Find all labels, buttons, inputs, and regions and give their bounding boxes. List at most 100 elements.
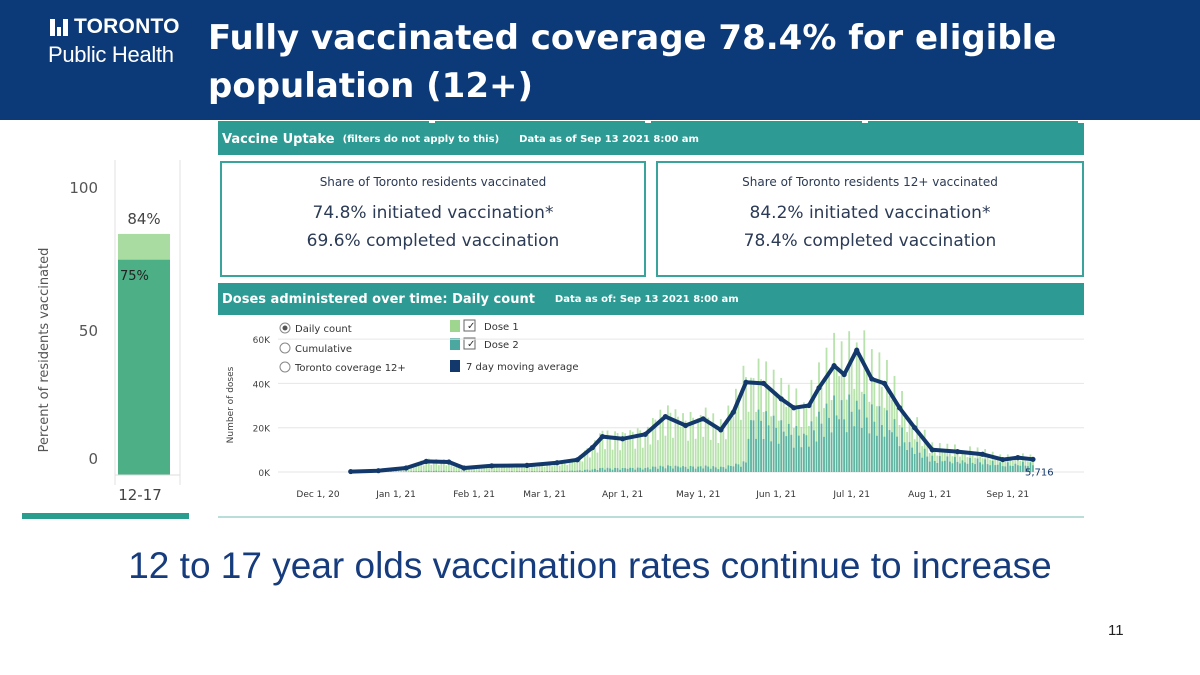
left-chart-y-axis-label: Percent of residents vaccinated [37, 248, 52, 453]
dose1-bar [556, 462, 559, 472]
dose2-bar [427, 470, 430, 472]
dose2-bar [928, 461, 931, 472]
dose2-bar [518, 471, 521, 472]
slide-title: Fully vaccinated coverage 78.4% for elig… [208, 14, 1168, 110]
dose2-bar [538, 471, 541, 472]
dose2-bar [515, 471, 518, 472]
dose2-bar [576, 470, 579, 472]
dose2-bar [780, 420, 783, 472]
dose1-bar [649, 444, 652, 472]
dose1-bar [493, 465, 496, 472]
dose2-bar [795, 426, 798, 472]
dose1-bar [561, 460, 564, 472]
moving-average-point [489, 463, 495, 469]
dose2-bar [611, 469, 614, 472]
dose2-bar [888, 430, 891, 472]
dose2-bar [551, 471, 554, 472]
dose1-bar [437, 465, 440, 472]
dose2-bar [855, 400, 858, 472]
dose2-bar [684, 466, 687, 472]
dose2-checkbox[interactable] [463, 337, 476, 350]
dose2-bar [908, 442, 911, 472]
dashboard-bottom-rule [218, 516, 1084, 518]
dose2-bar [583, 469, 586, 472]
dose2-bar [646, 467, 649, 472]
dose2-bar [747, 438, 750, 472]
dose2-bar [692, 466, 695, 472]
view-radio-group[interactable]: Daily count Cumulative Toronto coverage … [279, 322, 406, 374]
dose2-bar [853, 426, 856, 472]
dose1-bar [435, 458, 438, 472]
moving-average-point [806, 402, 812, 409]
dose1-bar [475, 468, 478, 472]
dose2-bar [699, 466, 702, 472]
dose2-bar [898, 446, 901, 472]
dose1-bar [609, 436, 611, 472]
dose2-bar [933, 460, 936, 472]
legend-swatch-dose1 [450, 320, 460, 332]
moving-average-point [1000, 456, 1006, 463]
dose2-bar [420, 470, 423, 472]
vaccine-uptake-title: Vaccine Uptake [222, 131, 335, 147]
dose2-bar [659, 465, 662, 472]
dose2-bar [911, 447, 914, 472]
dose1-bar [692, 417, 695, 472]
dose2-bar [495, 471, 498, 472]
x-tick-label: Aug 1, 21 [908, 490, 951, 500]
radio-cumulative[interactable] [279, 342, 291, 354]
dose2-bar [485, 471, 488, 472]
dose2-bar [979, 462, 981, 472]
dashboard-tab-strip [218, 115, 1084, 123]
dose1-checkbox[interactable] [463, 319, 476, 332]
age-12-17-bar-chart: Percent of residents vaccinated 100 50 0… [37, 160, 181, 504]
dose2-bar [775, 427, 778, 472]
radio-coverage-12plus[interactable] [279, 361, 291, 373]
dose1-bar [407, 468, 410, 472]
dose1-bar [468, 467, 470, 472]
dose1-bar [636, 428, 639, 472]
dose2-bar [1016, 465, 1019, 472]
dose2-bar [865, 417, 868, 472]
dose2-bar [954, 456, 956, 472]
dose1-bar [417, 463, 420, 472]
dose1-bar [644, 432, 647, 472]
dose2-bar [478, 471, 481, 472]
dose2-bar [991, 460, 994, 472]
dose2-bar [931, 455, 934, 472]
moving-average-point [954, 449, 961, 455]
dose1-bar [546, 462, 548, 472]
x-tick-label: Jun 1, 21 [755, 490, 796, 500]
moving-average-point [1015, 455, 1021, 461]
radio-label-coverage: Toronto coverage 12+ [294, 363, 406, 374]
dose1-bar [500, 464, 503, 472]
dose2-bar [588, 470, 591, 472]
dose2-bar [835, 415, 838, 472]
dose2-bar [913, 453, 916, 472]
dose2-bar [797, 435, 800, 472]
dose1-bar [448, 461, 450, 472]
dose2-bar [974, 464, 976, 472]
dose2-bar [571, 470, 574, 472]
dose2-bar [470, 471, 473, 472]
x-tick-label: Feb 1, 21 [453, 490, 495, 500]
dose1-bar [478, 466, 481, 472]
completed-stat: 69.6% completed vaccination [306, 231, 560, 251]
dose2-bar [1011, 465, 1014, 472]
dose2-bar [943, 460, 946, 472]
dose2-bar [976, 458, 979, 472]
dose2-bar [677, 466, 679, 472]
dose1-bar [606, 430, 609, 472]
bar-completed [118, 259, 170, 475]
moving-average-point [912, 425, 918, 431]
dose1-bar [415, 465, 418, 472]
dose2-bar [667, 465, 669, 472]
dose2-bar [453, 471, 455, 472]
slide-title-line-2: population (12+) [208, 66, 534, 106]
dose2-bar [808, 446, 810, 472]
dose1-bar [714, 426, 717, 472]
dose2-bar [1004, 466, 1007, 472]
dose2-bar [999, 462, 1002, 472]
slide-title-line-1: Fully vaccinated coverage 78.4% for elig… [208, 18, 1057, 58]
dose2-bar [521, 471, 523, 472]
dose2-bar [858, 409, 861, 472]
